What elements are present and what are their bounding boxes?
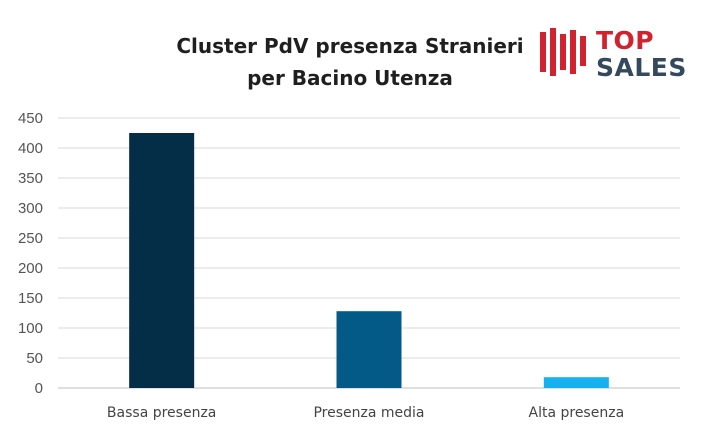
x-category-label: Bassa presenza (107, 405, 216, 421)
y-tick-label: 300 (18, 200, 43, 217)
y-tick-label: 350 (18, 170, 43, 187)
logo-bars-icon (540, 28, 586, 76)
y-tick-label: 0 (35, 380, 43, 397)
logo-word-bottom: SALES (596, 53, 687, 82)
logo-bar-2 (550, 28, 556, 76)
y-tick-label: 250 (18, 230, 43, 247)
x-category-label: Alta presenza (529, 405, 625, 421)
bar-bassa-presenza (129, 133, 195, 388)
bar-alta-presenza (543, 377, 609, 388)
y-tick-label: 100 (18, 320, 43, 337)
logo-bar-5 (580, 36, 586, 66)
logo-bar-4 (570, 30, 576, 74)
bar-presenza-media (336, 311, 402, 388)
logo-word-top: TOP (596, 26, 655, 55)
y-axis-ticks: 0 50 100 150 200 250 300 350 400 450 (18, 110, 43, 397)
y-tick-label: 150 (18, 290, 43, 307)
x-category-label: Presenza media (313, 405, 424, 421)
bars (129, 133, 609, 388)
y-tick-label: 50 (26, 350, 43, 367)
y-tick-label: 200 (18, 260, 43, 277)
chart-title: Cluster PdV presenza Stranieri per Bacin… (140, 30, 560, 94)
y-tick-label: 400 (18, 140, 43, 157)
chart-title-line-2: per Bacino Utenza (247, 66, 453, 90)
x-axis-labels: Bassa presenza Presenza media Alta presenz… (107, 405, 624, 421)
y-tick-label: 450 (18, 110, 43, 127)
chart-title-line-1: Cluster PdV presenza Stranieri (176, 34, 524, 58)
logo-bar-1 (540, 32, 546, 72)
logo-bar-3 (560, 34, 566, 70)
topsales-logo: TOP SALES (538, 28, 698, 84)
